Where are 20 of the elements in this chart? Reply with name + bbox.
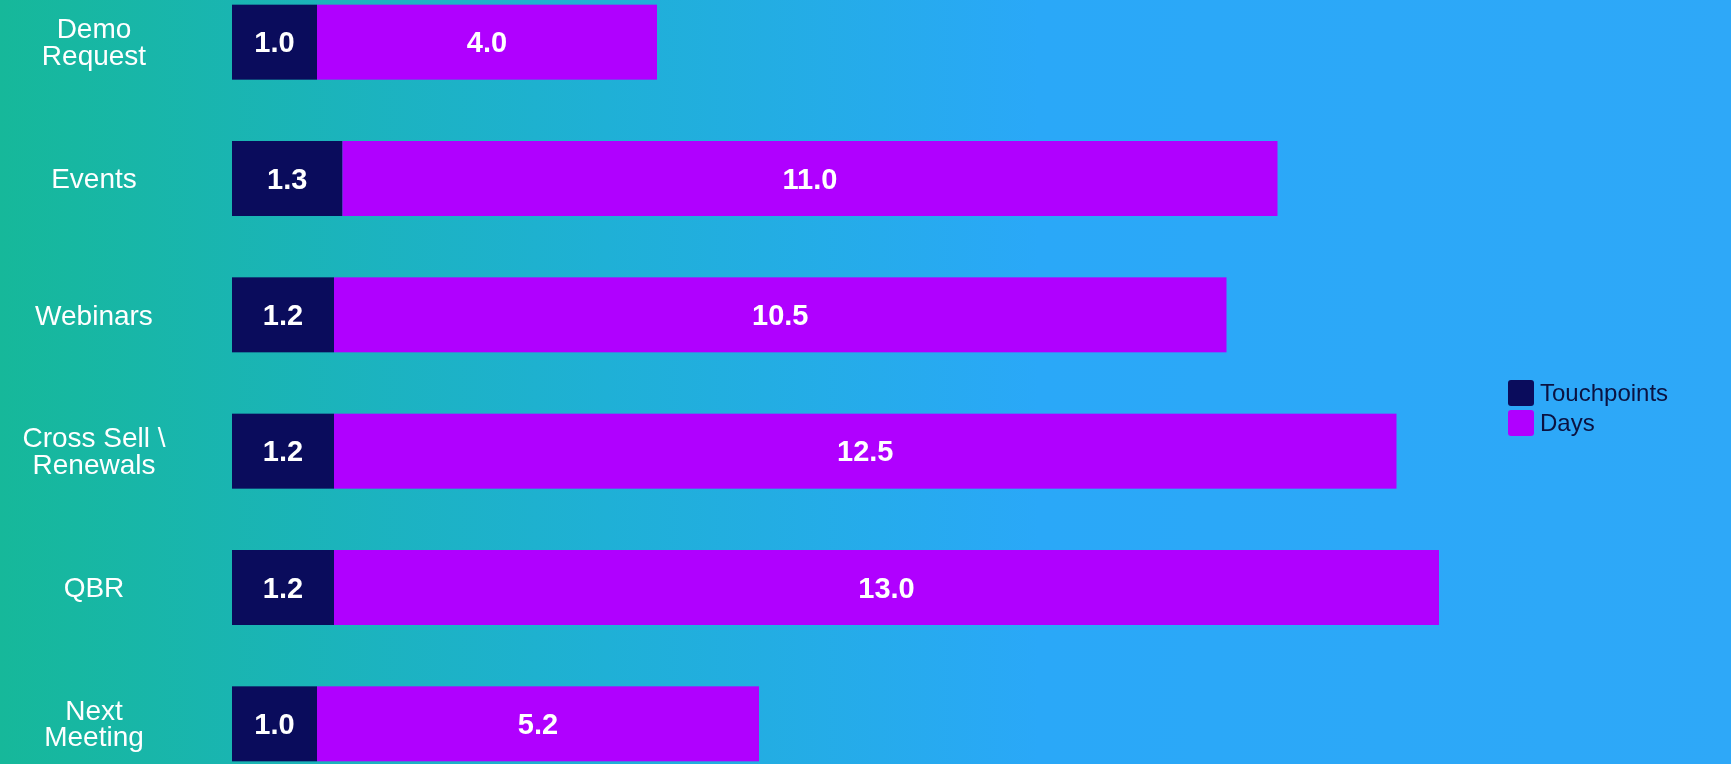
y-tick-label: QBR bbox=[63, 572, 125, 604]
data-label: 1.2 bbox=[262, 571, 304, 604]
data-label: 1.0 bbox=[254, 26, 295, 59]
data-label: 11.0 bbox=[782, 162, 838, 195]
y-tick-label: Cross Sell \ Renewals bbox=[22, 421, 166, 480]
data-label: 5.2 bbox=[517, 707, 559, 740]
legend-label: Touchpoints bbox=[1540, 379, 1669, 407]
data-label: 1.3 bbox=[267, 162, 308, 195]
data-label: 13.0 bbox=[858, 571, 915, 604]
data-label: 1.2 bbox=[262, 435, 304, 468]
y-tick-label: Webinars bbox=[35, 299, 153, 331]
y-tick-label: Demo Request bbox=[41, 12, 147, 71]
data-label: 1.2 bbox=[262, 298, 304, 331]
data-label: 4.0 bbox=[466, 26, 508, 59]
data-label: 1.0 bbox=[254, 707, 295, 740]
data-label: 10.5 bbox=[752, 298, 809, 331]
y-tick-label: Next Meeting bbox=[44, 694, 144, 753]
legend-label: Days bbox=[1540, 409, 1595, 437]
data-label: 12.5 bbox=[837, 435, 894, 468]
y-tick-label: Events bbox=[51, 163, 137, 195]
